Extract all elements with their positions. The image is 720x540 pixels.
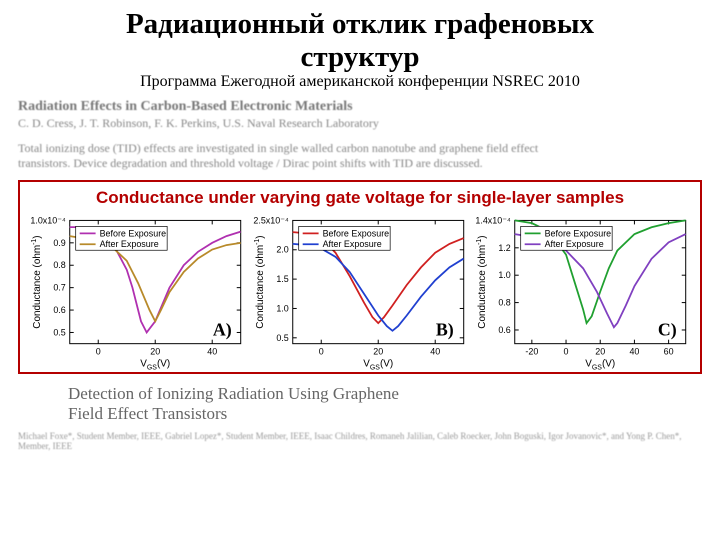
svg-text:Before Exposure: Before Exposure [545, 228, 612, 238]
chart-container: Conductance under varying gate voltage f… [18, 180, 702, 374]
svg-text:-20: -20 [526, 346, 539, 356]
paper2-title: Detection of Ionizing Radiation Using Gr… [18, 384, 702, 425]
svg-text:40: 40 [630, 346, 640, 356]
paper2-title-line2: Field Effect Transistors [68, 404, 227, 423]
paper1-authors: C. D. Cress, J. T. Robinson, F. K. Perki… [18, 116, 702, 131]
svg-text:Conductance (ohm-1): Conductance (ohm-1) [254, 235, 266, 328]
svg-text:0: 0 [318, 346, 323, 356]
svg-text:2.5x10⁻⁴: 2.5x10⁻⁴ [253, 215, 289, 225]
slide-subtitle: Программа Ежегодной американской конфере… [18, 73, 702, 91]
svg-text:1.0x10⁻⁴: 1.0x10⁻⁴ [30, 215, 66, 225]
svg-text:40: 40 [207, 346, 217, 356]
svg-text:After Exposure: After Exposure [100, 239, 159, 249]
svg-text:After Exposure: After Exposure [322, 239, 381, 249]
svg-text:0.9: 0.9 [53, 238, 65, 248]
svg-text:VGS(V): VGS(V) [140, 358, 170, 369]
panel-a: 0 20 40 0.5 0.6 0.7 0.8 0.9 1.0x10⁻⁴ Conductance … [28, 210, 247, 370]
svg-text:20: 20 [596, 346, 606, 356]
svg-text:0.5: 0.5 [53, 327, 65, 337]
svg-text:0.6: 0.6 [499, 325, 511, 335]
svg-text:40: 40 [430, 346, 440, 356]
svg-text:1.5: 1.5 [276, 274, 288, 284]
svg-text:0.8: 0.8 [53, 260, 65, 270]
slide-title-line2: структур [18, 41, 702, 74]
svg-text:1.4x10⁻⁴: 1.4x10⁻⁴ [476, 215, 512, 225]
paper1-abstract: Total ionizing dose (TID) effects are in… [18, 141, 578, 172]
svg-text:B): B) [436, 320, 454, 341]
svg-text:1.2: 1.2 [499, 243, 511, 253]
svg-text:1.0: 1.0 [276, 303, 288, 313]
svg-text:1.0: 1.0 [499, 270, 511, 280]
svg-text:VGS(V): VGS(V) [586, 358, 616, 369]
svg-text:Before Exposure: Before Exposure [100, 228, 167, 238]
svg-text:2.0: 2.0 [276, 245, 288, 255]
svg-text:0.7: 0.7 [53, 283, 65, 293]
svg-text:Conductance (ohm-1): Conductance (ohm-1) [31, 235, 43, 328]
svg-text:0: 0 [564, 346, 569, 356]
svg-text:20: 20 [373, 346, 383, 356]
svg-text:0.8: 0.8 [499, 297, 511, 307]
svg-text:A): A) [213, 320, 232, 341]
svg-text:60: 60 [664, 346, 674, 356]
svg-text:0.5: 0.5 [276, 333, 288, 343]
svg-text:C): C) [658, 320, 677, 341]
svg-text:Before Exposure: Before Exposure [322, 228, 389, 238]
svg-text:0.6: 0.6 [53, 305, 65, 315]
slide-title-line1: Радиационный отклик графеновых [18, 8, 702, 41]
paper2-authors: Michael Foxe*, Student Member, IEEE, Gab… [18, 431, 702, 451]
chart-panels: 0 20 40 0.5 0.6 0.7 0.8 0.9 1.0x10⁻⁴ Conductance … [28, 210, 692, 370]
svg-text:VGS(V): VGS(V) [363, 358, 393, 369]
svg-text:Conductance (ohm-1): Conductance (ohm-1) [476, 235, 488, 328]
svg-text:20: 20 [150, 346, 160, 356]
svg-text:After Exposure: After Exposure [545, 239, 604, 249]
paper1-heading: Radiation Effects in Carbon-Based Electr… [18, 99, 702, 115]
panel-c: -20 0 20 40 60 0.6 0.8 1.0 1.2 1.4x10⁻⁴ Conductanc… [473, 210, 692, 370]
svg-text:0: 0 [96, 346, 101, 356]
panel-b: 0 20 40 0.5 1.0 1.5 2.0 2.5x10⁻⁴ Conductance (oh… [251, 210, 470, 370]
paper2-title-line1: Detection of Ionizing Radiation Using Gr… [68, 384, 399, 403]
chart-title: Conductance under varying gate voltage f… [28, 188, 692, 208]
